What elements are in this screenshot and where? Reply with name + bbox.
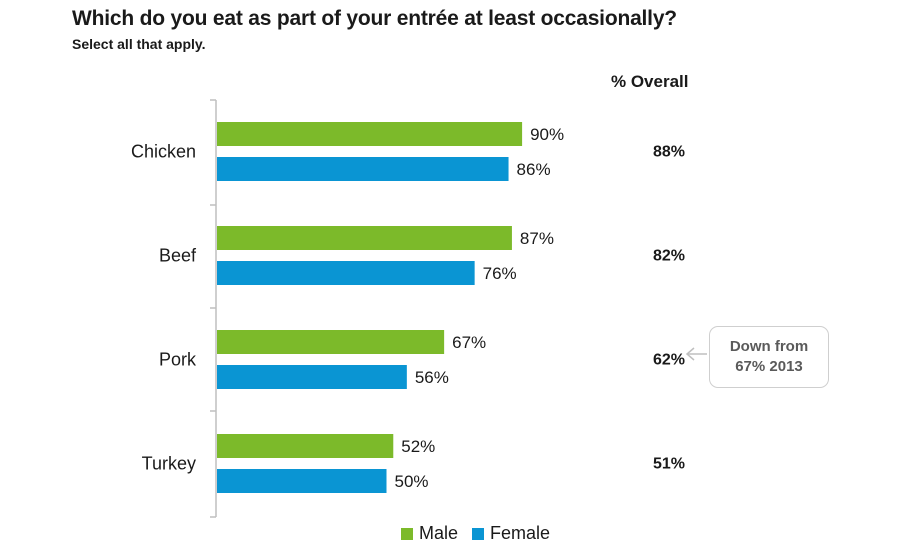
bar-male-beef: [217, 226, 512, 250]
value-label-female-beef: 76%: [483, 264, 517, 283]
bar-male-pork: [217, 330, 445, 354]
callout-line-2: 67% 2013: [735, 358, 803, 375]
legend-item-female: Female: [472, 523, 550, 544]
y-axis: [210, 99, 217, 518]
bar-male-turkey: [217, 434, 394, 458]
value-label-female-chicken: 86%: [517, 160, 551, 179]
category-label-pork: Pork: [159, 350, 197, 370]
bar-male-chicken: [217, 122, 523, 146]
category-label-beef: Beef: [159, 246, 197, 266]
legend-swatch-female: [472, 527, 485, 540]
category-label-turkey: Turkey: [142, 454, 196, 474]
bar-female-pork: [217, 365, 407, 389]
legend-item-male: Male: [401, 523, 458, 544]
bar-female-chicken: [217, 157, 509, 181]
category-label-chicken: Chicken: [131, 142, 196, 162]
overall-value-chicken: 88%: [653, 144, 685, 161]
callout-line-1: Down from: [729, 338, 809, 355]
callout-box: Down from 67% 2013: [709, 326, 829, 388]
overall-value-turkey: 51%: [653, 456, 685, 473]
bar-female-turkey: [217, 469, 387, 493]
legend-label-female: Female: [490, 523, 551, 543]
value-label-male-chicken: 90%: [530, 125, 564, 144]
overall-value-beef: 82%: [653, 248, 685, 265]
value-label-male-beef: 87%: [520, 229, 554, 248]
value-label-female-turkey: 50%: [395, 472, 429, 491]
chart-subtitle: Select all that apply.: [72, 36, 206, 52]
overall-column-header: % Overall: [611, 72, 689, 91]
chart-title: Which do you eat as part of your entrée …: [72, 7, 677, 30]
callout-arrow-icon: [685, 347, 707, 361]
bar-female-beef: [217, 261, 475, 285]
value-label-male-pork: 67%: [452, 333, 486, 352]
value-label-female-pork: 56%: [415, 368, 449, 387]
value-label-male-turkey: 52%: [401, 437, 435, 456]
bars: [217, 122, 523, 493]
labels: Chicken 90% 86% 88% Beef 87%76% 82% Pork 67%56% 6…: [131, 125, 685, 491]
overall-value-pork: 62%: [653, 352, 685, 369]
legend: Male Female: [401, 523, 564, 544]
legend-swatch-male: [401, 527, 413, 540]
legend-label-male: Male: [419, 523, 459, 543]
